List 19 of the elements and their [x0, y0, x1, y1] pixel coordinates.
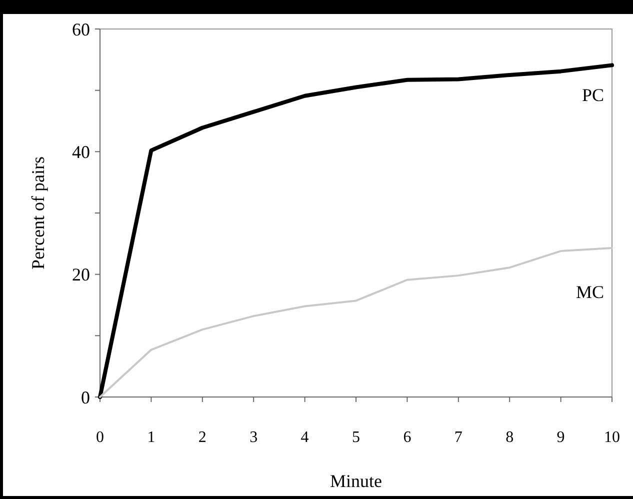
- x-tick-label: 4: [300, 429, 309, 446]
- x-axis-title: Minute: [330, 471, 382, 491]
- x-tick-label: 9: [556, 429, 565, 446]
- x-tick-label: 0: [96, 429, 104, 446]
- y-axis-title: Percent of pairs: [28, 156, 48, 270]
- y-tick-label: 40: [72, 142, 90, 162]
- x-tick-label: 6: [403, 429, 412, 446]
- series-label: MC: [576, 282, 604, 302]
- series-label: PC: [582, 85, 604, 106]
- y-tick-label: 60: [72, 19, 90, 40]
- x-tick-label: 7: [454, 429, 462, 446]
- x-tick-label: 3: [250, 429, 258, 446]
- x-tick-label: 5: [352, 429, 360, 446]
- x-tick-label: 2: [198, 429, 206, 446]
- x-tick-label: 10: [604, 429, 620, 446]
- x-tick-label: 1: [147, 429, 156, 446]
- x-tick-label: 8: [506, 429, 514, 446]
- y-tick-label: 20: [72, 264, 90, 285]
- y-tick-label: 0: [81, 387, 90, 408]
